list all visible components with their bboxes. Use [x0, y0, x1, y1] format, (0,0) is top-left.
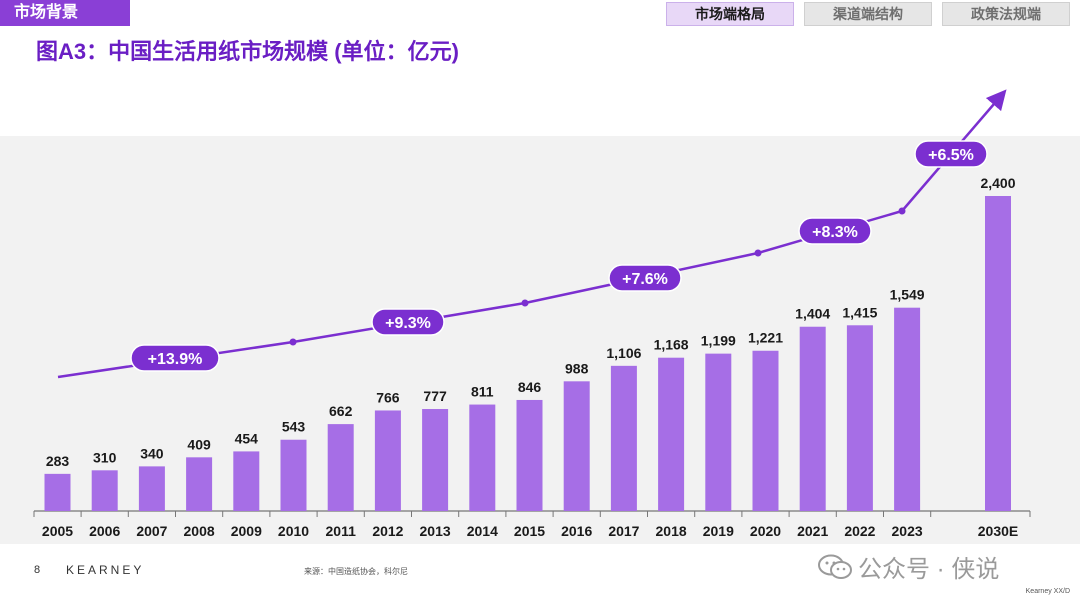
category-label-2016: 2016	[561, 523, 592, 539]
watermark-text: 公众号 · 侠说	[858, 556, 1000, 583]
value-label-2015: 846	[518, 379, 542, 395]
category-label-2007: 2007	[136, 523, 167, 539]
trend-node	[521, 299, 529, 307]
footer-code: Kearney XX/D	[1025, 588, 1070, 595]
value-label-2012: 766	[376, 389, 400, 405]
kearney-logo: KEARNEY	[66, 563, 145, 577]
trend-node	[898, 207, 906, 215]
category-label-2012: 2012	[372, 523, 403, 539]
cagr-label-2010-2015: +9.3%	[385, 315, 431, 332]
category-label-2006: 2006	[89, 523, 120, 539]
cagr-label-2023-2030E: +6.5%	[928, 147, 974, 164]
cagr-pill-2023-2030E	[914, 140, 988, 168]
value-label-2016: 988	[565, 360, 589, 376]
trend-node	[289, 338, 297, 346]
value-label-2023: 1,549	[890, 287, 925, 303]
cagr-label-2015-2020: +7.6%	[622, 271, 668, 288]
bar-2020	[752, 350, 779, 511]
value-label-2005: 283	[46, 453, 70, 469]
trend-node	[754, 249, 762, 257]
cagr-pill-2005-2010	[130, 344, 220, 372]
cagr-label-2020-2023: +8.3%	[812, 224, 858, 241]
tab-policy-regulation[interactable]: 政策法规端	[942, 2, 1070, 26]
bar-2023	[894, 307, 921, 511]
bar-2017	[610, 365, 637, 511]
section-tag: 市场背景	[0, 0, 130, 26]
bar-2006	[91, 470, 118, 511]
bar-2007	[138, 466, 165, 511]
category-label-2008: 2008	[184, 523, 215, 539]
cagr-pill-2010-2015	[371, 308, 445, 336]
tab-market-structure[interactable]: 市场端格局	[666, 2, 794, 26]
category-label-2005: 2005	[42, 523, 73, 539]
bar-2015	[516, 399, 543, 511]
bar-2019	[705, 353, 732, 511]
category-label-2023: 2023	[892, 523, 923, 539]
value-label-2018: 1,168	[654, 337, 689, 353]
category-label-2022: 2022	[844, 523, 875, 539]
source-note: 来源：中国造纸协会，科尔尼	[304, 567, 408, 576]
value-label-2007: 340	[140, 445, 164, 461]
category-label-2017: 2017	[608, 523, 639, 539]
category-label-2020: 2020	[750, 523, 781, 539]
bar-2018	[658, 357, 685, 511]
bar-2009	[233, 451, 260, 511]
watermark: 公众号 · 侠说	[818, 549, 999, 584]
wechat-icon	[818, 554, 852, 579]
category-label-2011: 2011	[326, 523, 357, 539]
value-label-2017: 1,106	[606, 345, 641, 361]
bar-2012	[374, 410, 401, 511]
category-label-2009: 2009	[231, 523, 262, 539]
category-label-2014: 2014	[467, 523, 498, 539]
bar-2008	[186, 457, 213, 511]
value-label-2019: 1,199	[701, 333, 736, 349]
cagr-pill-2015-2020	[608, 264, 682, 292]
value-label-2006: 310	[93, 449, 117, 465]
cagr-label-2005-2010: +13.9%	[148, 351, 203, 368]
value-label-2014: 811	[471, 384, 494, 400]
value-label-2010: 543	[282, 419, 306, 435]
cagr-pill-2020-2023	[798, 217, 872, 245]
header-tabs: 市场端格局 渠道端结构 政策法规端	[666, 2, 1070, 26]
bar-2022	[846, 325, 873, 511]
category-label-2015: 2015	[514, 523, 545, 539]
page-number: 8	[34, 564, 41, 576]
bar-2021	[799, 326, 826, 511]
category-label-2018: 2018	[656, 523, 687, 539]
value-label-2020: 1,221	[748, 330, 783, 346]
value-label-2008: 409	[187, 436, 211, 452]
bar-2010	[280, 439, 307, 511]
bar-2011	[327, 424, 354, 511]
category-label-2019: 2019	[703, 523, 734, 539]
category-label-2010: 2010	[278, 523, 309, 539]
value-label-2022: 1,415	[842, 304, 877, 320]
category-label-2030E: 2030E	[978, 523, 1018, 539]
bar-2013	[422, 409, 449, 511]
value-label-2009: 454	[235, 430, 259, 446]
value-label-2030E: 2,400	[980, 175, 1015, 191]
category-label-2021: 2021	[797, 523, 828, 539]
bar-2016	[563, 381, 590, 511]
value-label-2011: 662	[329, 403, 353, 419]
value-label-2013: 777	[423, 388, 447, 404]
bar-2005	[44, 473, 71, 511]
bar-2014	[469, 404, 496, 511]
bar-2030E	[985, 196, 1011, 511]
category-label-2013: 2013	[420, 523, 451, 539]
page-title: 图A3：中国生活用纸市场规模 (单位：亿元)	[36, 39, 459, 64]
value-label-2021: 1,404	[795, 306, 830, 322]
tab-channel-structure[interactable]: 渠道端结构	[804, 2, 932, 26]
